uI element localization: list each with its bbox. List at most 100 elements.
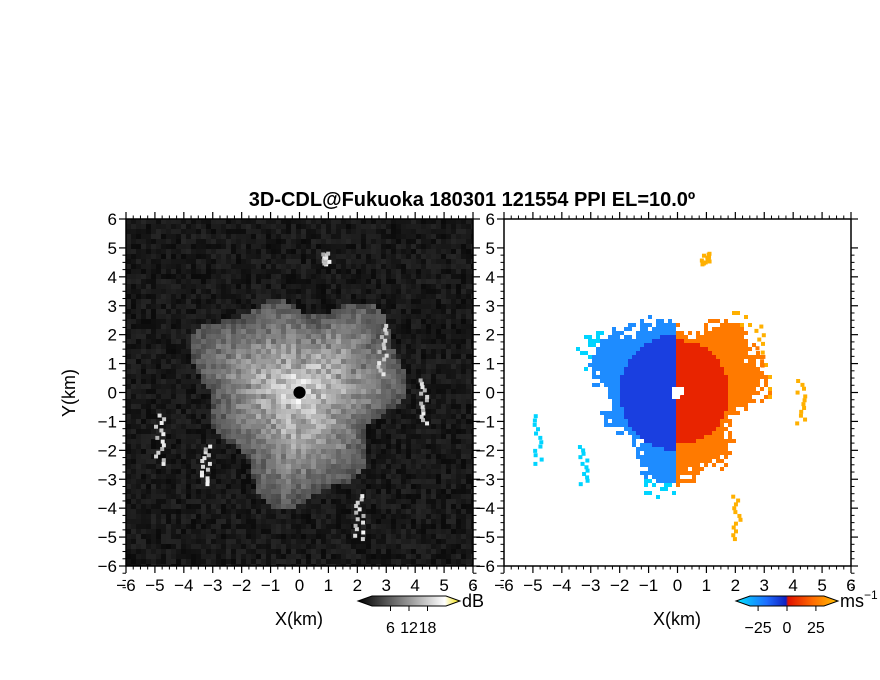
backscatter-cell (176, 259, 181, 264)
backscatter-cell (416, 509, 421, 514)
backscatter-cell (286, 539, 291, 544)
backscatter-cell (346, 314, 351, 319)
backscatter-cell (466, 459, 471, 464)
backscatter-cell (256, 279, 261, 284)
backscatter-cell (461, 479, 466, 484)
backscatter-cell (426, 404, 431, 409)
backscatter-cell (326, 299, 331, 304)
backscatter-cell (181, 224, 186, 229)
backscatter-cell (201, 389, 206, 394)
backscatter-cell (316, 499, 321, 504)
backscatter-cell (426, 489, 431, 494)
backscatter-cell (271, 474, 276, 479)
backscatter-cell (231, 489, 236, 494)
backscatter-cell (451, 464, 456, 469)
backscatter-cell (451, 289, 456, 294)
backscatter-cell (316, 324, 321, 329)
backscatter-cell (286, 259, 291, 264)
backscatter-cell (321, 219, 326, 224)
backscatter-cell (186, 449, 191, 454)
backscatter-cell (166, 459, 171, 464)
backscatter-cell (351, 369, 356, 374)
backscatter-cell (166, 379, 171, 384)
backscatter-cell (391, 239, 396, 244)
backscatter-cell (241, 254, 246, 259)
backscatter-cell (386, 549, 391, 554)
backscatter-cell (411, 499, 416, 504)
backscatter-cell (216, 274, 221, 279)
backscatter-cell (361, 244, 366, 249)
backscatter-cell (161, 269, 166, 274)
backscatter-cell (281, 489, 286, 494)
backscatter-cell (261, 469, 266, 474)
backscatter-arc-cell (357, 507, 362, 512)
backscatter-cell (301, 284, 306, 289)
backscatter-cell (451, 479, 456, 484)
backscatter-cell (241, 529, 246, 534)
backscatter-cell (286, 459, 291, 464)
backscatter-cell (261, 249, 266, 254)
backscatter-cell (326, 559, 331, 564)
backscatter-cell (381, 294, 386, 299)
backscatter-cell (326, 494, 331, 499)
backscatter-cell (426, 544, 431, 549)
backscatter-cell (256, 289, 261, 294)
backscatter-cell (401, 514, 406, 519)
backscatter-cell (221, 554, 226, 559)
backscatter-cell (201, 549, 206, 554)
backscatter-cell (431, 339, 436, 344)
backscatter-cell (186, 369, 191, 374)
backscatter-cell (236, 234, 241, 239)
backscatter-cell (311, 399, 316, 404)
backscatter-cell (286, 334, 291, 339)
backscatter-cell (261, 354, 266, 359)
backscatter-cell (221, 324, 226, 329)
backscatter-cell (246, 234, 251, 239)
backscatter-cell (471, 559, 473, 564)
backscatter-cell (181, 384, 186, 389)
backscatter-cell (196, 419, 201, 424)
backscatter-cell (286, 359, 291, 364)
backscatter-cell (351, 294, 356, 299)
backscatter-cell (216, 469, 221, 474)
backscatter-cell (316, 429, 321, 434)
backscatter-cell (451, 304, 456, 309)
backscatter-cell (441, 254, 446, 259)
backscatter-cell (331, 364, 336, 369)
backscatter-cell (331, 354, 336, 359)
backscatter-cell (311, 229, 316, 234)
backscatter-cell (146, 309, 151, 314)
backscatter-cell (166, 294, 171, 299)
backscatter-cell (306, 554, 311, 559)
backscatter-cell (361, 319, 366, 324)
backscatter-cell (186, 554, 191, 559)
backscatter-cell (316, 504, 321, 509)
backscatter-cell (286, 294, 291, 299)
backscatter-cell (461, 244, 466, 249)
backscatter-cell (171, 399, 176, 404)
backscatter-cell (196, 404, 201, 409)
backscatter-cell (296, 284, 301, 289)
backscatter-cell (401, 399, 406, 404)
backscatter-cell (456, 259, 461, 264)
backscatter-cell (456, 404, 461, 409)
backscatter-cell (346, 239, 351, 244)
backscatter-cell (156, 339, 161, 344)
backscatter-cell (226, 304, 231, 309)
backscatter-cell (271, 224, 276, 229)
backscatter-cell (216, 514, 221, 519)
backscatter-cell (166, 349, 171, 354)
backscatter-cell (266, 304, 271, 309)
backscatter-cell (471, 414, 473, 419)
backscatter-cell (201, 274, 206, 279)
backscatter-cell (406, 224, 411, 229)
backscatter-cell (246, 559, 251, 564)
backscatter-cell (321, 489, 326, 494)
backscatter-cell (316, 559, 321, 564)
backscatter-cell (301, 384, 306, 389)
backscatter-cell (126, 424, 131, 429)
backscatter-cell (331, 369, 336, 374)
backscatter-cell (426, 384, 431, 389)
backscatter-cell (266, 484, 271, 489)
backscatter-cell (401, 449, 406, 454)
